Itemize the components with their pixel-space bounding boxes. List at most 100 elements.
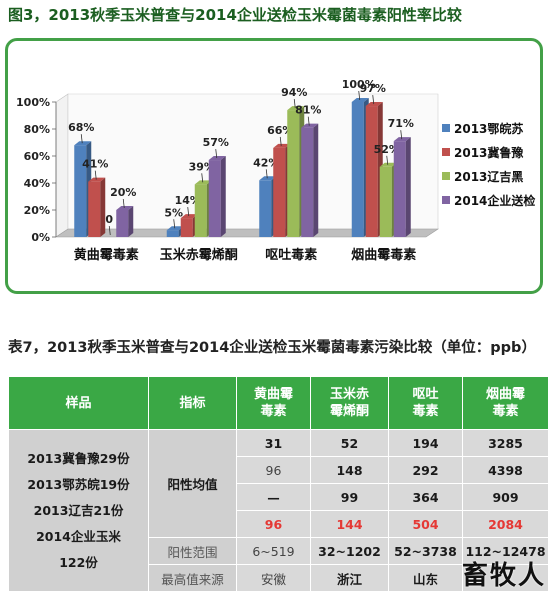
header-text: 呕吐	[412, 387, 439, 402]
value-cell: 4398	[462, 456, 548, 484]
table-container: 样品 指标 黄曲霉 毒素 玉米赤 霉烯酮 呕吐 毒素 烟曲霉 毒素 2013冀鲁豫29份 2013鄂…	[8, 376, 548, 592]
value-cell	[462, 564, 548, 592]
table-title: 表7，2013秋季玉米普查与2014企业送检玉米霉菌毒素污染比较（单位：ppb）	[8, 340, 536, 356]
value-cell: 6~519	[236, 537, 311, 565]
legend-swatch	[442, 172, 450, 180]
value-cell: 148	[310, 456, 389, 484]
mycotoxin-table: 样品 指标 黄曲霉 毒素 玉米赤 霉烯酮 呕吐 毒素 烟曲霉 毒素 2013冀鲁豫29份 2013鄂…	[8, 376, 548, 592]
data-label: 68%	[68, 121, 94, 134]
bar-top	[74, 141, 92, 146]
value-cell: 52	[310, 429, 389, 457]
value-cell: 32~1202	[310, 537, 389, 565]
bar-top	[166, 226, 184, 231]
sample-name: 2013鄂苏皖19份	[27, 476, 130, 492]
data-label: 14%	[175, 194, 201, 207]
value-cell: 909	[462, 483, 548, 511]
data-label-pointer	[201, 173, 204, 183]
bar-side	[100, 177, 106, 237]
value-cell: 山东	[388, 564, 463, 592]
bar	[116, 210, 129, 237]
bar	[208, 160, 221, 237]
value-cell: 144	[310, 510, 389, 538]
bar-top	[88, 177, 106, 182]
y-tick-label: 80%	[24, 123, 50, 136]
header-text: 毒素	[260, 404, 287, 419]
bar-top	[393, 137, 411, 142]
sample-name: 2014企业玉米	[36, 528, 121, 544]
header-text: 毒素	[412, 404, 439, 419]
bar	[379, 166, 392, 237]
bar-top	[301, 123, 319, 128]
value-cell: 浙江	[310, 564, 389, 592]
data-label-pointer	[279, 136, 282, 146]
bar-top	[180, 214, 198, 219]
value-cell: 292	[388, 456, 463, 484]
legend-label: 2013鄂皖苏	[454, 121, 523, 136]
bar-top	[365, 102, 383, 107]
table-row: 最高值来源 安徽 浙江 山东	[9, 564, 548, 592]
bar-top	[116, 206, 134, 210]
bar-side	[128, 206, 134, 237]
data-label: 71%	[388, 117, 414, 130]
indicator-cell: 阳性均值	[148, 429, 237, 538]
data-label: 57%	[203, 136, 229, 149]
data-label-pointer	[386, 155, 389, 165]
header-text: 毒素	[492, 404, 519, 419]
data-label-pointer	[108, 225, 111, 236]
bar	[393, 141, 406, 237]
table-header-cell: 黄曲霉 毒素	[236, 376, 311, 430]
data-label: 41%	[82, 158, 108, 171]
bar	[365, 106, 378, 237]
x-category-label: 玉米赤霉烯酮	[160, 247, 238, 263]
legend-label: 2014企业送检	[454, 193, 535, 208]
legend-swatch	[442, 148, 450, 156]
bar-side	[405, 137, 411, 237]
data-label: 20%	[110, 186, 136, 199]
value-cell: 112~12478	[462, 537, 548, 565]
legend-label: 2013冀鲁豫	[454, 145, 523, 160]
x-category-label: 黄曲霉毒素	[74, 247, 139, 263]
data-label: 66%	[267, 124, 293, 137]
bar-top	[259, 176, 277, 181]
chart-frame: 0% 20% 40% 60% 80% 100% 68% 41% 0 20% 黄曲霉毒素 5% 14% 39…	[5, 38, 543, 294]
table-header-cell: 样品	[8, 376, 149, 430]
table-header-cell: 烟曲霉 毒素	[462, 376, 548, 430]
sample-list-cell: 2013冀鲁豫29份 2013鄂苏皖19份 2013辽吉21份 2014企业玉米 122…	[8, 429, 149, 592]
bar	[351, 102, 364, 237]
value-cell: 96	[236, 510, 311, 538]
bar-top	[351, 98, 369, 102]
bar	[166, 230, 179, 237]
bar-top	[379, 162, 397, 167]
header-text: 指标	[179, 395, 206, 411]
bar-top	[273, 143, 291, 148]
table-row: 96 148 292 4398	[9, 456, 548, 484]
data-label: 97%	[360, 82, 386, 95]
bar	[287, 110, 300, 237]
value-cell: 364	[388, 483, 463, 511]
figure-title: 图3，2013秋季玉米普查与2014企业送检玉米霉菌毒素阳性率比较	[8, 6, 462, 24]
header-text: 黄曲霉	[253, 387, 293, 402]
table-row: 2013冀鲁豫29份 2013鄂苏皖19份 2013辽吉21份 2014企业玉米 122…	[8, 429, 548, 592]
table-header-row: 样品 指标 黄曲霉 毒素 玉米赤 霉烯酮 呕吐 毒素 烟曲霉 毒素	[8, 376, 548, 430]
data-label-pointer	[187, 207, 190, 217]
y-tick-label: 20%	[24, 204, 50, 217]
data-label-pointer	[94, 170, 97, 180]
indicator-cell: 最高值来源	[148, 564, 237, 592]
value-cell: 52~3738	[388, 537, 463, 565]
bar	[273, 147, 286, 237]
value-cell: 3285	[462, 429, 548, 457]
bar-top	[287, 106, 305, 111]
data-label: 5%	[164, 206, 183, 219]
indicator-cell: 阳性范围	[148, 537, 237, 565]
value-cell: 194	[388, 429, 463, 457]
data-label-pointer	[372, 95, 375, 105]
data-label-pointer	[215, 149, 218, 159]
header-text: 烟曲霉	[485, 387, 525, 402]
bar	[74, 145, 87, 237]
value-cell: 安徽	[236, 564, 311, 592]
value-cell: 31	[236, 429, 311, 457]
value-cell: 96	[236, 456, 311, 484]
data-label-pointer	[358, 90, 361, 101]
header-text: 霉烯酮	[329, 404, 369, 419]
table-row: 阳性范围 6~519 32~1202 52~3738 112~12478	[9, 537, 548, 565]
